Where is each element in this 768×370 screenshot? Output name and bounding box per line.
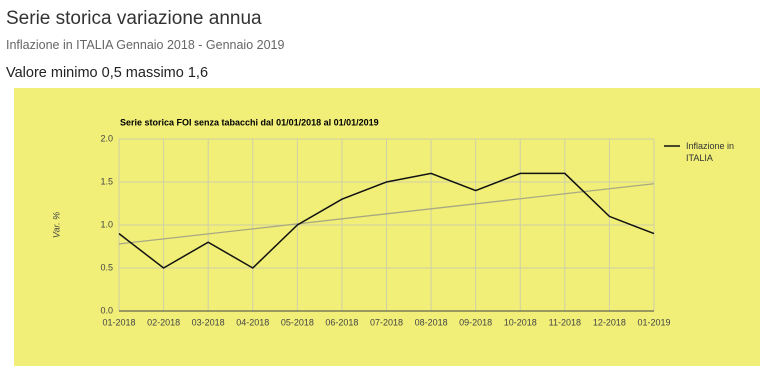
x-tick-label: 05-2018 <box>281 317 314 327</box>
y-tick-label: 2.0 <box>100 133 113 143</box>
chart-title: Serie storica FOI senza tabacchi dal 01/… <box>120 117 379 127</box>
page-subtitle: Inflazione in ITALIA Gennaio 2018 - Genn… <box>6 38 285 52</box>
trendline <box>118 183 655 245</box>
legend-label: Inflazione in ITALIA <box>686 141 735 163</box>
x-tick-label: 01-2019 <box>637 317 670 327</box>
y-tick-label: 1.5 <box>100 176 113 186</box>
y-tick-label: 1.0 <box>100 219 113 229</box>
line-series <box>118 172 655 269</box>
page-title: Serie storica variazione annua <box>6 8 262 29</box>
x-tick-label: 08-2018 <box>415 317 448 327</box>
y-tick-label: 0.0 <box>100 305 113 315</box>
x-tick-label: 12-2018 <box>593 317 626 327</box>
x-tick-label: 06-2018 <box>325 317 358 327</box>
x-tick-label: 11-2018 <box>549 317 581 327</box>
x-tick-label: 01-2018 <box>102 317 135 327</box>
chart: Serie storica FOI senza tabacchi dal 01/… <box>14 88 760 366</box>
x-tick-label: 02-2018 <box>147 317 180 327</box>
y-tick-label: 0.5 <box>100 262 113 272</box>
summary: Valore minimo 0,5 massimo 1,6 <box>6 65 209 81</box>
x-tick-label: 07-2018 <box>370 317 403 327</box>
y-axis-label: Var. % <box>51 212 61 238</box>
x-tick-label: 09-2018 <box>459 317 492 327</box>
x-tick-label: 10-2018 <box>504 317 537 327</box>
x-tick-label: 04-2018 <box>236 317 269 327</box>
x-tick-label: 03-2018 <box>192 317 225 327</box>
